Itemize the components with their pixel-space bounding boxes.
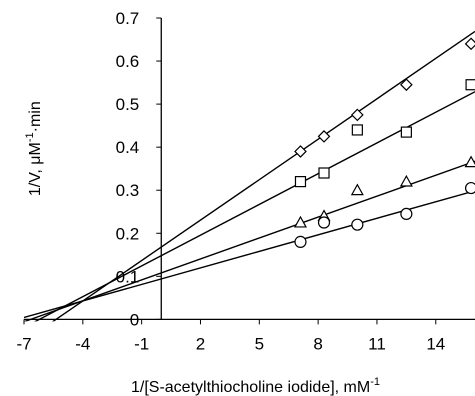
data-point-diamond <box>464 37 475 51</box>
data-point-square <box>465 79 475 91</box>
data-point-diamond <box>317 130 331 143</box>
fit-lines <box>24 30 475 322</box>
x-tick-label: 5 <box>255 334 264 353</box>
data-point-circle <box>351 218 364 231</box>
data-point-diamond <box>400 78 413 92</box>
data-point-diamond <box>294 145 307 158</box>
x-tick-label: 11 <box>368 334 386 353</box>
data-point-triangle <box>464 155 475 168</box>
axes <box>23 17 475 325</box>
data-point-square <box>294 176 307 188</box>
y-axis-title: 1/V, μM-1·min <box>24 101 44 196</box>
fit-line-circle <box>24 190 475 319</box>
y-tick-label: 0.2 <box>116 224 140 243</box>
data-point-circle <box>317 216 331 229</box>
data-point-diamond <box>350 108 364 122</box>
data-point-circle <box>464 181 475 195</box>
y-tick-label: 0.4 <box>116 138 140 157</box>
x-axis-title: 1/[S-acetylthiocholine iodide], mM-1 <box>131 376 380 396</box>
y-tick-label: 0.3 <box>116 181 140 200</box>
y-tick-label: 0.1 <box>116 267 140 286</box>
data-point-square <box>400 126 412 138</box>
data-point-triangle <box>350 183 364 196</box>
x-tick-label: 2 <box>196 334 205 353</box>
y-tick-label: 0.6 <box>116 52 140 71</box>
data-point-triangle <box>293 215 308 228</box>
tick-labels: -7 -4 -1 2 5 8 11 14 0 0.1 0.2 0.3 0.4 0.5 0.6 0.7 <box>16 9 445 353</box>
x-tick-label: 8 <box>313 334 322 353</box>
data-point-square <box>351 124 363 136</box>
x-tick-label: -7 <box>16 334 31 353</box>
x-tick-label: -1 <box>134 334 149 353</box>
data-markers <box>293 37 475 248</box>
y-tick-label: 0.7 <box>116 9 140 28</box>
fit-line-triangle <box>24 160 475 322</box>
fit-line-diamond <box>51 30 475 322</box>
data-point-circle <box>294 235 307 248</box>
fit-line-square <box>33 91 475 322</box>
y-tick-label: 0 <box>130 310 139 329</box>
data-point-triangle <box>399 174 413 187</box>
data-point-square <box>318 167 330 179</box>
y-tick-label: 0.5 <box>116 95 140 114</box>
data-point-circle <box>400 207 413 221</box>
x-tick-label: 14 <box>426 334 445 353</box>
x-tick-label: -4 <box>75 334 90 353</box>
